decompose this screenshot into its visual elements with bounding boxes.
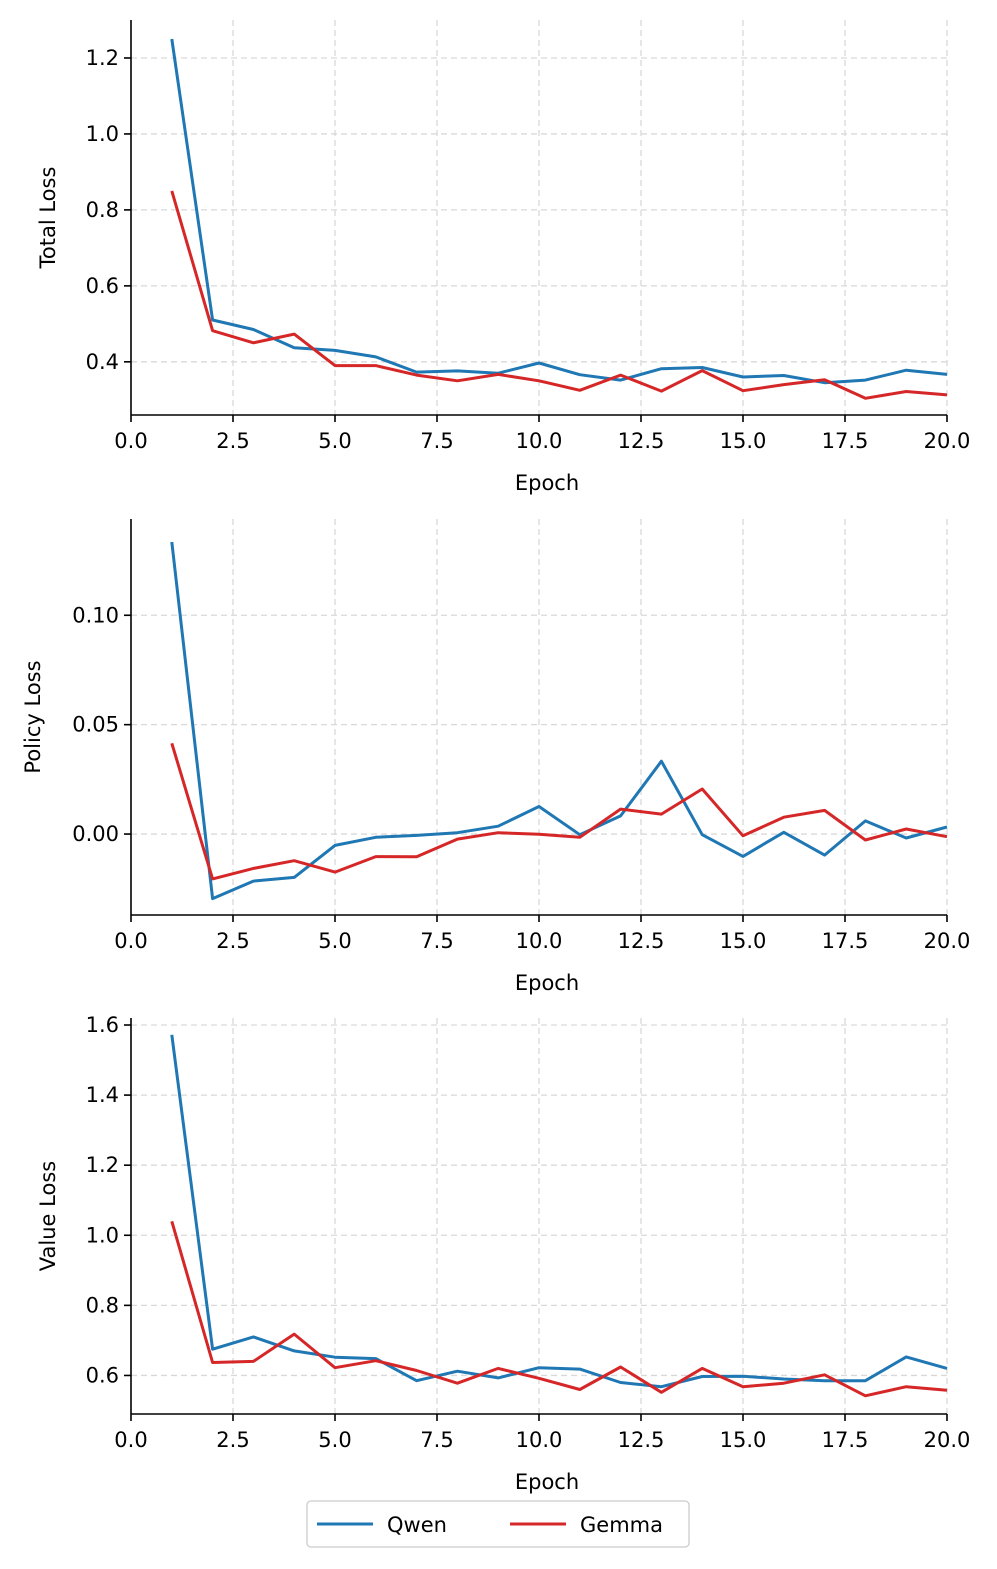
x-tick-label: 7.5	[420, 429, 453, 453]
x-axis-label: Epoch	[515, 1470, 579, 1494]
y-tick-label: 0.4	[86, 350, 119, 374]
y-tick-label: 0.8	[86, 1293, 119, 1317]
series-line-qwen	[170, 38, 948, 385]
x-tick-label: 7.5	[420, 929, 453, 953]
series-line-gemma	[170, 742, 948, 881]
y-tick-label: 0.00	[72, 822, 119, 846]
x-tick-label: 10.0	[516, 1428, 563, 1452]
x-tick-label: 10.0	[516, 929, 563, 953]
y-tick-label: 1.0	[86, 1223, 119, 1247]
x-tick-label: 15.0	[720, 1428, 767, 1452]
y-tick-label: 0.8	[86, 198, 119, 222]
y-axis-label: Policy Loss	[21, 660, 45, 773]
x-tick-label: 12.5	[618, 929, 665, 953]
y-tick-label: 1.6	[86, 1013, 119, 1037]
legend: Qwen Gemma	[306, 1500, 690, 1548]
chart-panel-3: 0.0 2.5 5.0 7.5 10.0 12.5 15.0 17.5 20.0 0.6 0.8 1.…	[36, 1013, 970, 1494]
x-tick-label: 0.0	[114, 1428, 147, 1452]
y-tick-label: 0.6	[86, 1363, 119, 1387]
x-tick-label: 17.5	[822, 929, 869, 953]
x-tick-label: 12.5	[618, 429, 665, 453]
series-line-qwen	[170, 1034, 948, 1389]
y-axis-label: Value Loss	[36, 1161, 60, 1271]
chart-panel-1: 0.0 2.5 5.0 7.5 10.0 12.5 15.0 17.5 20.0 0.4 0.6 0.…	[36, 20, 970, 495]
x-tick-label: 20.0	[924, 429, 971, 453]
series-line-qwen	[170, 541, 948, 901]
y-tick-label: 1.0	[86, 122, 119, 146]
legend-box	[306, 1500, 690, 1548]
series-line-gemma	[170, 1220, 948, 1398]
x-tick-label: 17.5	[822, 429, 869, 453]
x-tick-label: 20.0	[924, 929, 971, 953]
y-tick-label: 1.2	[86, 46, 119, 70]
y-tick-label: 0.05	[72, 713, 119, 737]
y-tick-label: 1.2	[86, 1153, 119, 1177]
series-line-gemma	[170, 190, 948, 400]
x-tick-label: 0.0	[114, 929, 147, 953]
x-tick-label: 15.0	[720, 429, 767, 453]
chart-panel-2: 0.0 2.5 5.0 7.5 10.0 12.5 15.0 17.5 20.0 0.00 0.05…	[21, 519, 970, 995]
y-tick-label: 0.10	[72, 603, 119, 627]
y-tick-label: 1.4	[86, 1083, 119, 1107]
x-tick-label: 5.0	[318, 929, 351, 953]
x-tick-label: 5.0	[318, 429, 351, 453]
x-tick-label: 5.0	[318, 1428, 351, 1452]
x-axis-label: Epoch	[515, 471, 579, 495]
x-axis-label: Epoch	[515, 971, 579, 995]
legend-label-gemma: Gemma	[580, 1513, 663, 1537]
y-axis-label: Total Loss	[36, 167, 60, 270]
x-tick-label: 17.5	[822, 1428, 869, 1452]
y-tick-label: 0.6	[86, 274, 119, 298]
legend-label-qwen: Qwen	[387, 1513, 447, 1537]
x-tick-label: 2.5	[216, 429, 249, 453]
x-tick-label: 7.5	[420, 1428, 453, 1452]
x-tick-label: 12.5	[618, 1428, 665, 1452]
x-tick-label: 20.0	[924, 1428, 971, 1452]
x-tick-label: 0.0	[114, 429, 147, 453]
x-tick-label: 10.0	[516, 429, 563, 453]
x-tick-label: 15.0	[720, 929, 767, 953]
x-tick-label: 2.5	[216, 1428, 249, 1452]
x-tick-label: 2.5	[216, 929, 249, 953]
